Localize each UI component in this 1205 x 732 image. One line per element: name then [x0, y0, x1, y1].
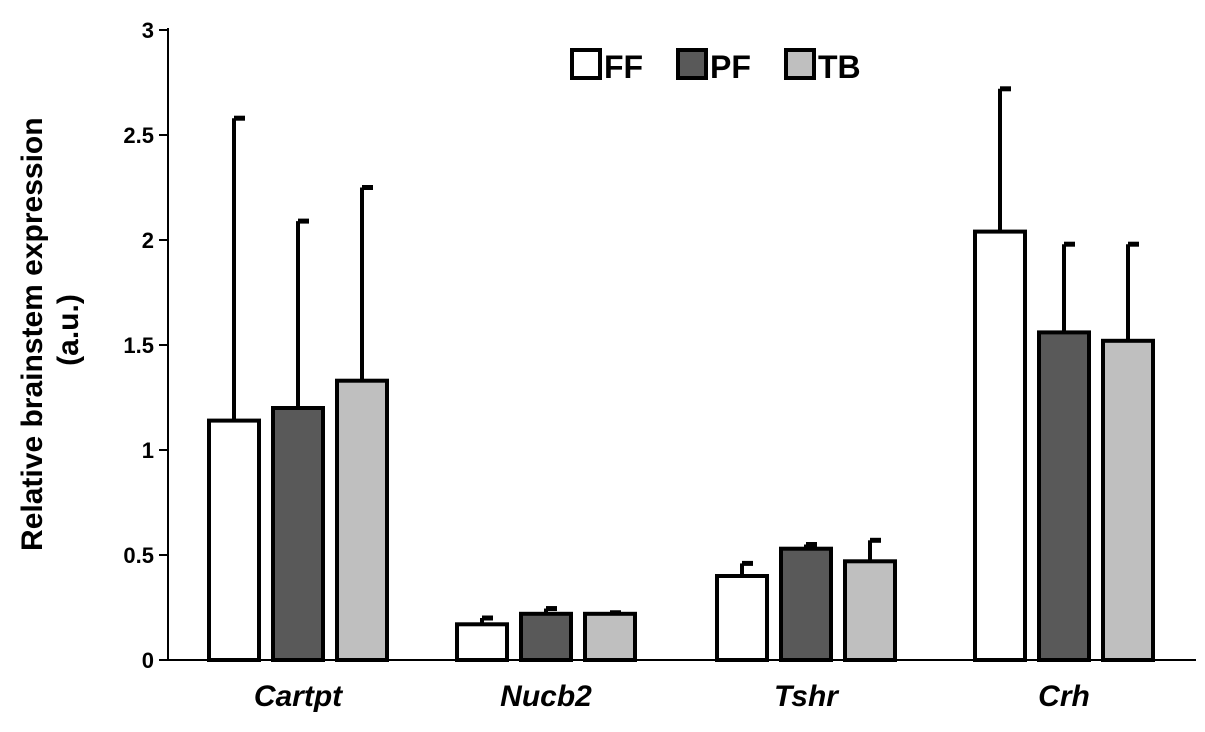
y-axis-title-line2: (a.u.): [52, 294, 85, 366]
bar-pf-tshr: [779, 546, 833, 663]
y-ticks-group: 0 0.5 1 1.5 2 2.5 3: [123, 18, 168, 673]
x-category-label: Tshr: [774, 680, 840, 713]
y-tick-label: 3: [142, 18, 154, 43]
bars-group: [207, 229, 1155, 663]
bar-pf-cartpt: [271, 406, 325, 662]
y-tick-label: 1.5: [123, 333, 154, 358]
bar-tb-nucb2: [583, 611, 637, 662]
legend-label-pf: PF: [710, 49, 751, 85]
y-tick-label: 0.5: [123, 543, 154, 568]
legend-swatch-ff: [570, 48, 602, 80]
y-tick-label: 0: [142, 648, 154, 673]
bar-tb-tshr: [843, 559, 897, 662]
bar-pf-nucb2: [519, 611, 573, 662]
legend: FF PF TB: [570, 48, 861, 85]
error-bars-group: [232, 86, 1139, 625]
y-tick-label: 2.5: [123, 123, 154, 148]
y-tick-label: 1: [142, 438, 154, 463]
legend-label-tb: TB: [818, 49, 861, 85]
bar-pf-crh: [1037, 330, 1091, 662]
bar-ff-crh: [973, 229, 1027, 662]
bar-tb-cartpt: [335, 378, 389, 662]
legend-swatch-tb: [784, 48, 816, 80]
bar-ff-nucb2: [455, 622, 509, 662]
x-categories-group: Cartpt Nucb2 Tshr Crh: [254, 680, 1090, 713]
y-axis-title: Relative brainstem expression (a.u.): [16, 109, 85, 551]
y-axis-title-line1: Relative brainstem expression: [16, 117, 49, 551]
legend-label-ff: FF: [604, 49, 643, 85]
bar-ff-tshr: [715, 574, 769, 662]
x-category-label: Nucb2: [500, 680, 592, 713]
x-category-label: Crh: [1038, 680, 1090, 713]
y-tick-label: 2: [142, 228, 154, 253]
bar-tb-crh: [1101, 338, 1155, 662]
bar-ff-cartpt: [207, 418, 261, 662]
legend-swatch-pf: [676, 48, 708, 80]
x-category-label: Cartpt: [254, 680, 344, 713]
